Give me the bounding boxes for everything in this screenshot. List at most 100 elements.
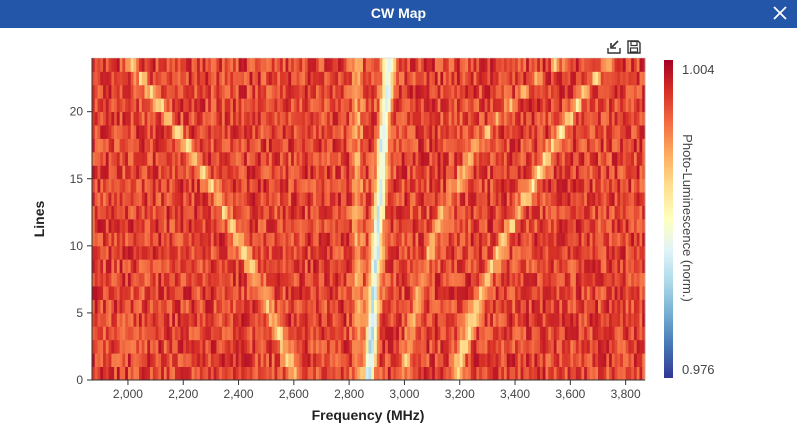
- heatmap-cell: [498, 138, 502, 153]
- heatmap-cell: [426, 272, 430, 287]
- heatmap-cell: [246, 353, 250, 367]
- heatmap-cell: [205, 71, 209, 86]
- heatmap-cell: [595, 259, 599, 274]
- heatmap-cell: [291, 326, 295, 341]
- heatmap-cell: [581, 71, 585, 86]
- heatmap-cell: [595, 58, 599, 72]
- heatmap-cell: [329, 205, 333, 220]
- heatmap-cell: [401, 71, 405, 86]
- heatmap-cell: [158, 312, 162, 327]
- heatmap-cell: [564, 205, 568, 220]
- heatmap-cell: [603, 178, 607, 193]
- heatmap-cell: [528, 232, 533, 247]
- heatmap-cell: [589, 259, 593, 274]
- heatmap-cell: [603, 366, 607, 381]
- export-icon[interactable]: [606, 39, 622, 55]
- heatmap-cell: [396, 192, 400, 206]
- heatmap-cell: [564, 178, 568, 193]
- heatmap-cell: [285, 353, 289, 367]
- heatmap-cell: [346, 366, 350, 381]
- heatmap-cell: [241, 219, 245, 233]
- heatmap-cell: [94, 98, 98, 113]
- save-icon[interactable]: [626, 39, 642, 55]
- heatmap-cell: [481, 125, 486, 139]
- heatmap-cell: [473, 286, 477, 300]
- heatmap-cell: [318, 326, 322, 341]
- heatmap-cell: [429, 111, 433, 126]
- heatmap-cell: [451, 232, 455, 247]
- heatmap-cell: [520, 312, 524, 327]
- heatmap-cell: [520, 84, 524, 99]
- heatmap-cell: [263, 205, 267, 220]
- heatmap-cell: [368, 219, 372, 233]
- heatmap-cell: [227, 58, 231, 72]
- heatmap-cell: [133, 111, 137, 126]
- heatmap-cell: [180, 71, 184, 86]
- heatmap-cell: [484, 58, 488, 72]
- heatmap-cell: [169, 339, 173, 354]
- heatmap-cell: [415, 326, 419, 341]
- heatmap-cell: [609, 192, 613, 206]
- heatmap-cell: [379, 299, 383, 314]
- heatmap-cell: [321, 111, 325, 126]
- heatmap-cell: [592, 84, 596, 99]
- heatmap-cell: [213, 259, 217, 274]
- heatmap-cell: [517, 192, 521, 206]
- heatmap-cell: [418, 272, 422, 287]
- heatmap-cell: [219, 232, 223, 247]
- heatmap-cell: [141, 165, 145, 180]
- heatmap-cell: [354, 71, 358, 86]
- heatmap-cell: [476, 192, 480, 206]
- heatmap-cell: [152, 165, 156, 180]
- heatmap-cell: [335, 232, 339, 247]
- heatmap-cell: [459, 326, 463, 341]
- heatmap-cell: [94, 111, 98, 126]
- heatmap-cell: [462, 366, 466, 381]
- heatmap-cell: [606, 165, 610, 180]
- heatmap-cell: [105, 84, 109, 99]
- heatmap-cell: [523, 272, 527, 287]
- heatmap-cell: [97, 71, 101, 86]
- heatmap-cell: [371, 299, 375, 314]
- heatmap-cell: [639, 232, 643, 247]
- heatmap-cell: [421, 245, 425, 260]
- heatmap-cell: [130, 259, 134, 274]
- heatmap-cell: [432, 58, 436, 72]
- heatmap-cell: [454, 98, 458, 113]
- heatmap-cell: [282, 98, 286, 113]
- heatmap-cell: [249, 326, 253, 341]
- heatmap-cell: [517, 71, 521, 86]
- heatmap-cell: [523, 178, 527, 193]
- heatmap-cell: [470, 339, 474, 354]
- heatmap-cell: [127, 366, 132, 381]
- heatmap-cell: [371, 151, 375, 166]
- heatmap-cell: [197, 111, 201, 126]
- heatmap-cell: [379, 366, 383, 381]
- heatmap-cell: [625, 71, 629, 86]
- heatmap-cell: [415, 84, 419, 99]
- heatmap-cell: [501, 71, 505, 86]
- heatmap-cell: [246, 192, 250, 206]
- heatmap-cell: [172, 151, 176, 166]
- heatmap-cell: [130, 232, 134, 247]
- heatmap-cell: [304, 205, 309, 220]
- heatmap-cell: [155, 71, 159, 86]
- heatmap-cell: [534, 232, 538, 247]
- heatmap-cell: [573, 71, 577, 86]
- heatmap-cell: [451, 339, 455, 354]
- heatmap-cell: [199, 339, 204, 354]
- heatmap-cell: [172, 232, 176, 247]
- heatmap-cell: [343, 205, 347, 220]
- heatmap-cell: [230, 151, 234, 166]
- close-icon[interactable]: [769, 2, 791, 24]
- heatmap-cell: [490, 326, 494, 341]
- heatmap-cell: [338, 312, 342, 327]
- heatmap-cell: [365, 125, 369, 139]
- heatmap-cell: [324, 71, 328, 86]
- heatmap-cell: [374, 84, 378, 99]
- heatmap-cell: [180, 98, 184, 113]
- heatmap-cell: [224, 219, 228, 233]
- heatmap-cell: [335, 259, 339, 274]
- heatmap-cell: [299, 205, 303, 220]
- heatmap-cell: [537, 259, 541, 274]
